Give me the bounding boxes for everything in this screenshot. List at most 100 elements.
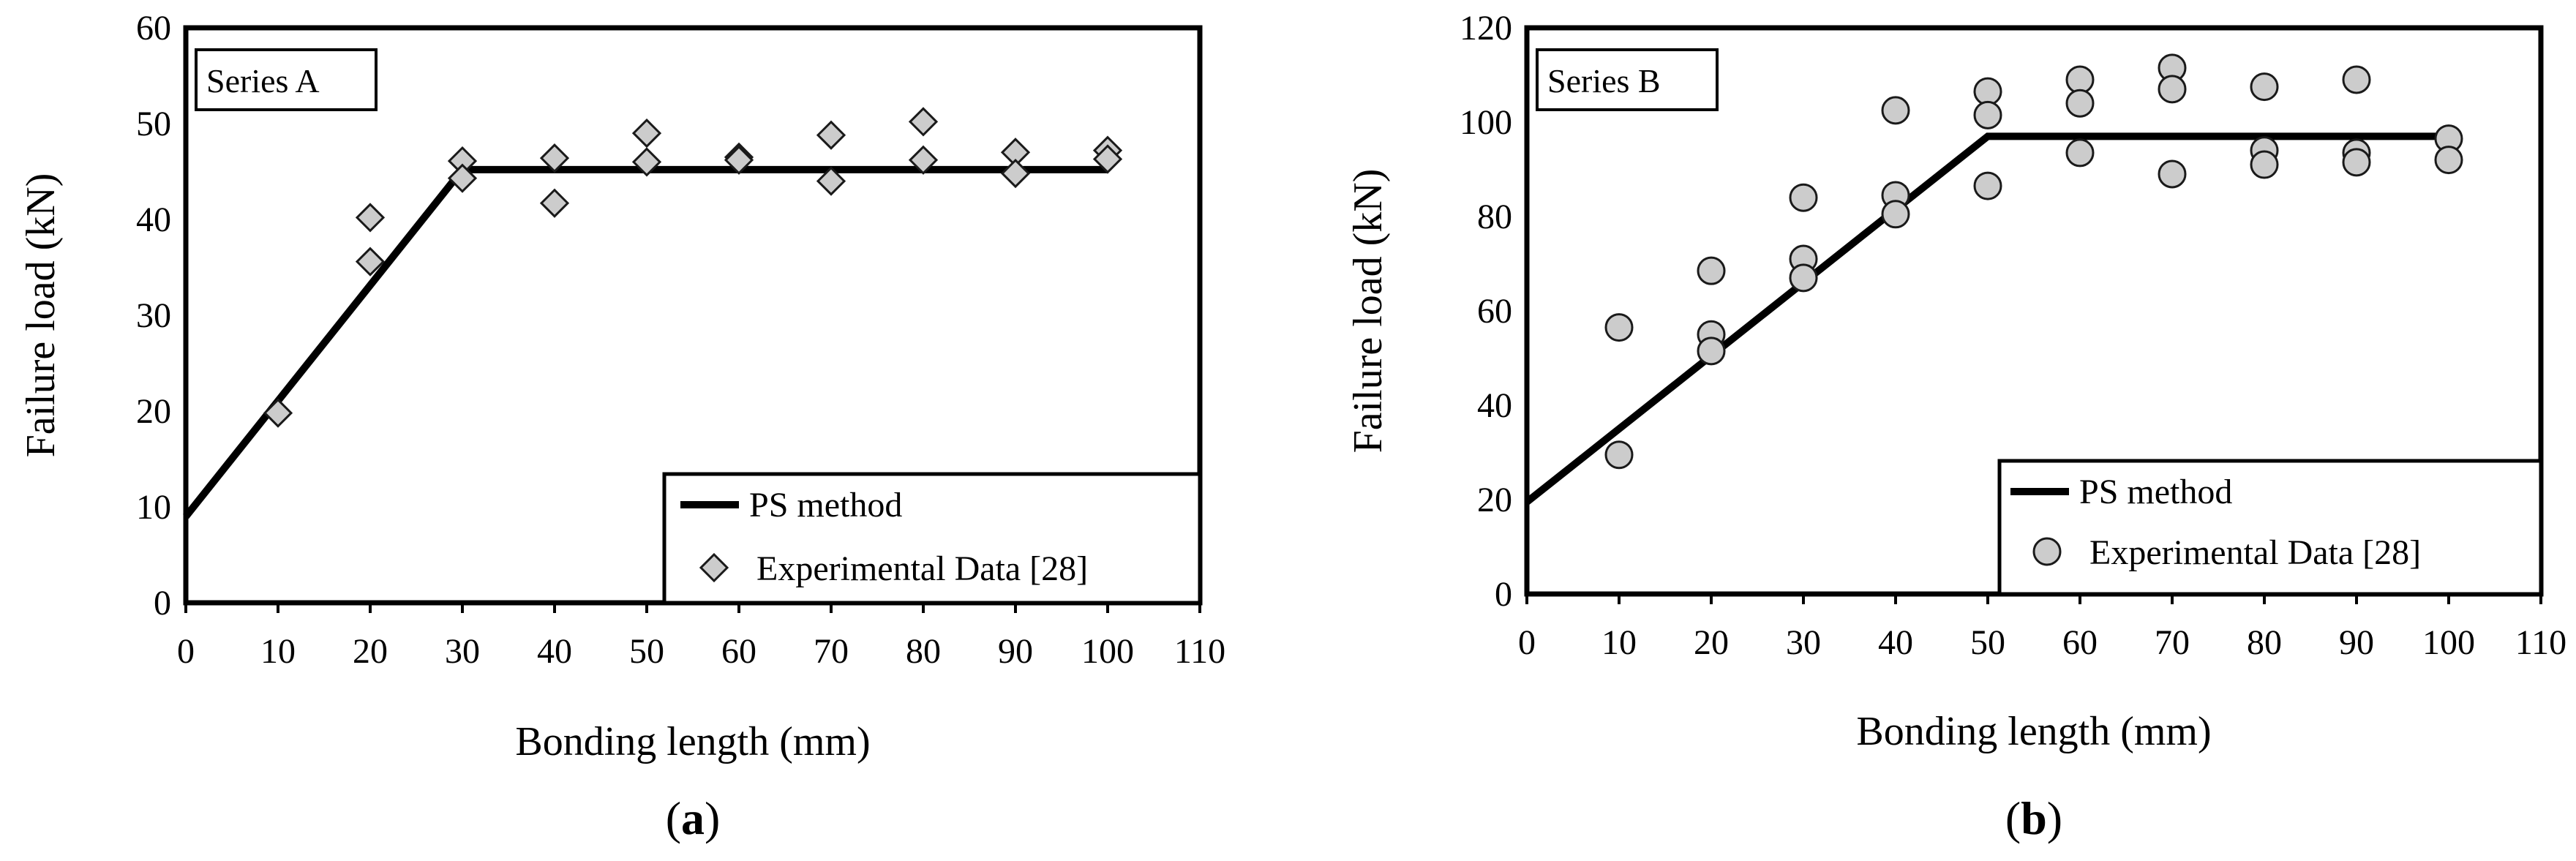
data-point-circle (2434, 146, 2463, 175)
y-tick-label: 40 (1477, 386, 1512, 425)
x-tick-label: 90 (2339, 623, 2374, 662)
x-tick-label: 100 (1081, 632, 1134, 671)
legend-label-experimental-b: Experimental Data [28] (2089, 533, 2421, 572)
data-point-circle (2065, 89, 2095, 118)
y-tick-label: 60 (1477, 292, 1512, 331)
data-point-circle (1604, 313, 1634, 342)
x-tick-label: 0 (1518, 623, 1536, 662)
x-axis-label-a: Bonding length (mm) (515, 719, 870, 764)
data-point-diamond (816, 120, 846, 150)
legend-label-ps-method-b: PS method (2079, 473, 2232, 511)
data-point-diamond (908, 145, 939, 175)
experimental-points-b (1604, 53, 2463, 470)
data-point-circle (1604, 440, 1634, 470)
data-point-diamond (355, 203, 386, 233)
series-label-box-a (195, 48, 378, 111)
data-point-circle (1973, 171, 2002, 200)
y-tick-label: 80 (1477, 198, 1512, 236)
data-point-circle (1881, 200, 1910, 229)
data-point-circle (1697, 336, 1726, 366)
x-tick-label: 90 (998, 632, 1033, 671)
series-label-box-b (1536, 48, 1719, 111)
x-tick-label: 60 (2062, 623, 2098, 662)
y-tick-label: 120 (1460, 9, 1512, 48)
data-point-circle (2065, 65, 2095, 94)
data-point-diamond (539, 143, 570, 173)
x-tick-label: 110 (1174, 632, 1225, 671)
y-tick-label: 60 (136, 9, 171, 48)
y-tick-labels-b: 0 20 40 60 80 100 120 (1460, 9, 1512, 614)
x-tick-label: 20 (353, 632, 388, 671)
x-tick-label: 100 (2422, 623, 2475, 662)
x-tick-label: 50 (1970, 623, 2005, 662)
y-tick-label: 40 (136, 200, 171, 239)
y-tick-label: 100 (1460, 103, 1512, 142)
series-label-a: Series A (206, 62, 320, 99)
data-point-circle (1973, 77, 2002, 106)
data-point-diamond (447, 163, 478, 193)
legend-a: PS method Experimental Data [28] (662, 472, 1202, 605)
y-tick-label: 20 (136, 392, 171, 431)
chart-panel-b: 0 20 40 60 80 100 120 0 10 20 30 40 50 60 70 80 90 100 11… (1345, 9, 2566, 844)
x-tick-label: 30 (445, 632, 480, 671)
caption-b: (b) (2005, 792, 2062, 844)
legend-b: PS method Experimental Data [28] (1997, 459, 2543, 596)
x-tick-labels-a: 0 10 20 30 40 50 60 70 80 90 100 110 (177, 632, 1225, 671)
experimental-points-a (263, 107, 1123, 428)
data-point-circle (2065, 138, 2095, 168)
y-tick-labels-a: 0 10 20 30 40 50 60 (136, 9, 171, 623)
data-point-diamond (355, 247, 386, 277)
legend-label-experimental-a: Experimental Data [28] (756, 549, 1088, 588)
ps-method-line-b (1524, 132, 2449, 505)
data-point-circle (2250, 72, 2279, 102)
data-point-circle (2158, 75, 2187, 104)
x-tick-label: 40 (537, 632, 572, 671)
data-point-diamond (724, 145, 754, 175)
x-tick-marks-b (1525, 594, 2542, 604)
data-point-circle (1789, 183, 1818, 212)
x-tick-label: 60 (721, 632, 756, 671)
y-tick-label: 0 (1495, 575, 1512, 614)
x-tick-label: 10 (1601, 623, 1637, 662)
x-tick-label: 40 (1878, 623, 1913, 662)
legend-box-b (1997, 459, 2543, 596)
x-tick-label: 80 (2247, 623, 2282, 662)
x-tick-label: 10 (260, 632, 296, 671)
data-point-diamond (631, 118, 662, 148)
legend-circle-swatch-b (2032, 537, 2062, 566)
data-point-circle (2250, 150, 2279, 179)
ps-method-line-a (183, 165, 1108, 519)
data-point-diamond (816, 166, 846, 196)
data-point-diamond (1000, 158, 1031, 189)
caption-letter-a: a (681, 792, 705, 844)
data-point-circle (1697, 256, 1726, 285)
y-tick-label: 20 (1477, 481, 1512, 519)
x-tick-label: 70 (814, 632, 849, 671)
data-point-diamond (631, 147, 662, 177)
caption-a: (a) (666, 792, 721, 844)
x-tick-label: 0 (177, 632, 195, 671)
legend-label-ps-method-a: PS method (749, 486, 902, 525)
data-point-diamond (263, 398, 293, 428)
caption-letter-b: b (2021, 792, 2047, 844)
data-point-circle (2342, 148, 2371, 177)
legend-diamond-swatch-a (699, 552, 729, 583)
x-axis-label-b: Bonding length (mm) (1856, 709, 2211, 754)
y-axis-label-a: Failure load (kN) (18, 173, 64, 458)
x-tick-label: 110 (2515, 623, 2566, 662)
y-axis-label-b: Failure load (kN) (1345, 169, 1391, 454)
data-point-circle (2342, 65, 2371, 94)
x-tick-labels-b: 0 10 20 30 40 50 60 70 80 90 100 110 (1518, 623, 2566, 662)
series-label-b: Series B (1547, 62, 1661, 99)
x-tick-label: 70 (2155, 623, 2190, 662)
y-tick-label: 0 (154, 584, 171, 623)
x-tick-label: 50 (629, 632, 664, 671)
y-tick-label: 50 (136, 105, 171, 143)
x-tick-label: 80 (906, 632, 941, 671)
x-tick-label: 30 (1786, 623, 1821, 662)
y-tick-label: 30 (136, 296, 171, 335)
legend-box-a (662, 472, 1202, 605)
data-point-diamond (908, 107, 939, 137)
x-tick-label: 20 (1694, 623, 1729, 662)
